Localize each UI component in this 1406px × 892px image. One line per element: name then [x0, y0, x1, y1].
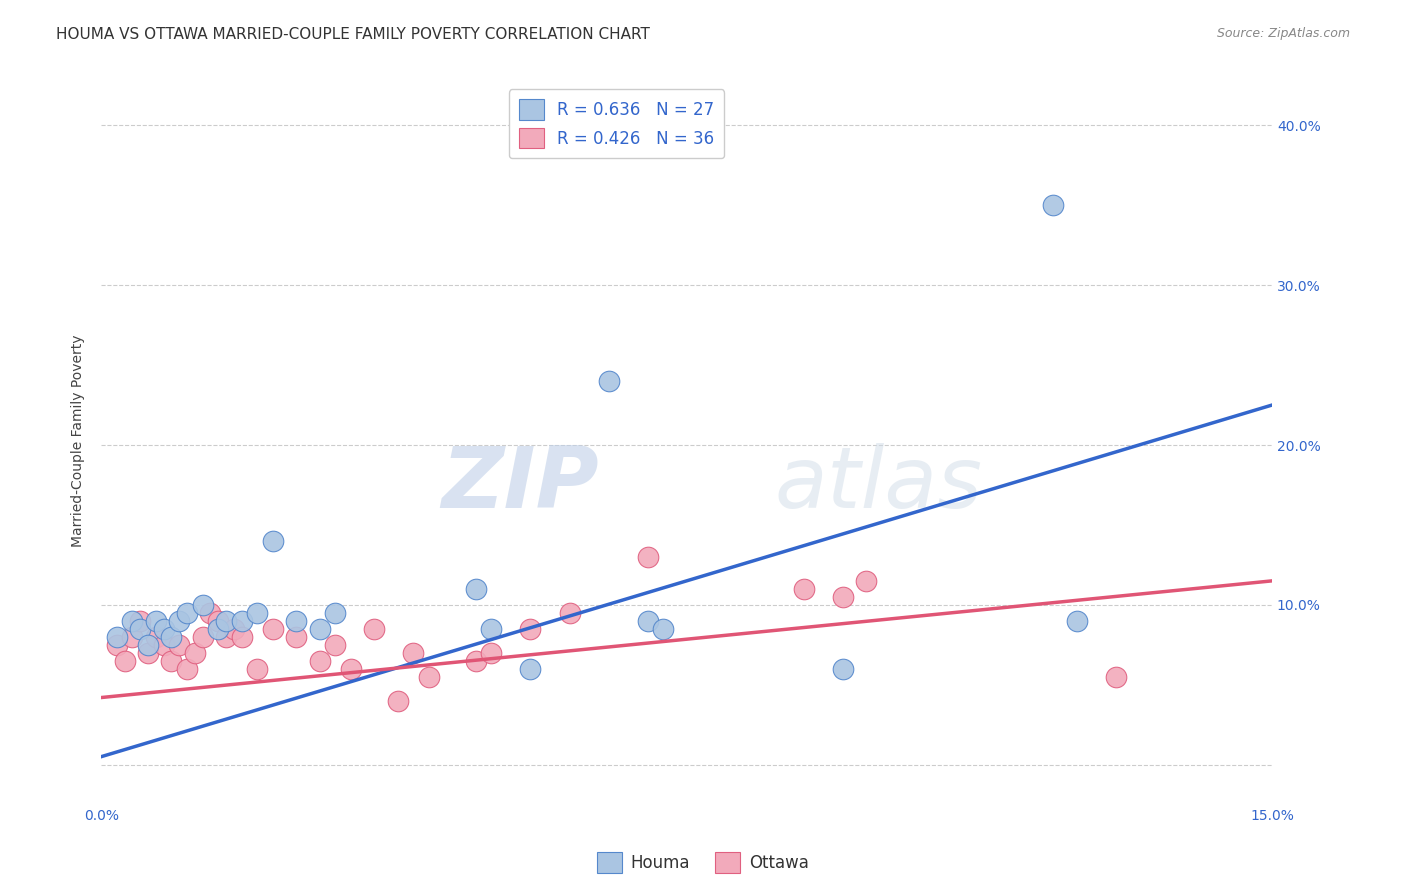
Point — [340, 662, 363, 676]
Point — [184, 646, 207, 660]
Point — [207, 622, 229, 636]
Point — [285, 614, 308, 628]
Point — [831, 590, 853, 604]
Point — [167, 638, 190, 652]
Point — [598, 374, 620, 388]
Point — [152, 638, 174, 652]
Point — [114, 654, 136, 668]
Point — [387, 694, 409, 708]
Point — [246, 606, 269, 620]
Point — [105, 630, 128, 644]
Point — [308, 622, 330, 636]
Point — [855, 574, 877, 588]
Point — [481, 622, 503, 636]
Point — [637, 614, 659, 628]
Point — [145, 614, 167, 628]
Legend: R = 0.636   N = 27, R = 0.426   N = 36: R = 0.636 N = 27, R = 0.426 N = 36 — [509, 89, 724, 159]
Point — [222, 622, 245, 636]
Point — [652, 622, 675, 636]
Text: HOUMA VS OTTAWA MARRIED-COUPLE FAMILY POVERTY CORRELATION CHART: HOUMA VS OTTAWA MARRIED-COUPLE FAMILY PO… — [56, 27, 650, 42]
Point — [402, 646, 425, 660]
Point — [145, 630, 167, 644]
Point — [464, 654, 486, 668]
Text: atlas: atlas — [775, 443, 983, 526]
Point — [231, 614, 253, 628]
Point — [831, 662, 853, 676]
Point — [793, 582, 815, 596]
Point — [519, 622, 541, 636]
Point — [191, 598, 214, 612]
Point — [152, 622, 174, 636]
Point — [308, 654, 330, 668]
Point — [637, 549, 659, 564]
Legend: Houma, Ottawa: Houma, Ottawa — [591, 846, 815, 880]
Point — [160, 654, 183, 668]
Point — [215, 630, 238, 644]
Point — [558, 606, 581, 620]
Point — [325, 606, 347, 620]
Point — [191, 630, 214, 644]
Point — [325, 638, 347, 652]
Point — [231, 630, 253, 644]
Point — [207, 614, 229, 628]
Point — [129, 622, 152, 636]
Point — [136, 646, 159, 660]
Point — [121, 614, 143, 628]
Point — [121, 630, 143, 644]
Point — [519, 662, 541, 676]
Point — [464, 582, 486, 596]
Point — [1066, 614, 1088, 628]
Point — [160, 630, 183, 644]
Point — [1105, 670, 1128, 684]
Point — [262, 622, 284, 636]
Point — [1042, 198, 1064, 212]
Point — [167, 614, 190, 628]
Point — [176, 662, 198, 676]
Point — [215, 614, 238, 628]
Point — [176, 606, 198, 620]
Point — [129, 614, 152, 628]
Point — [363, 622, 385, 636]
Point — [481, 646, 503, 660]
Point — [200, 606, 222, 620]
Point — [246, 662, 269, 676]
Point — [285, 630, 308, 644]
Point — [136, 638, 159, 652]
Text: Source: ZipAtlas.com: Source: ZipAtlas.com — [1216, 27, 1350, 40]
Text: ZIP: ZIP — [441, 443, 599, 526]
Point — [105, 638, 128, 652]
Y-axis label: Married-Couple Family Poverty: Married-Couple Family Poverty — [72, 334, 86, 548]
Point — [418, 670, 440, 684]
Point — [262, 533, 284, 548]
